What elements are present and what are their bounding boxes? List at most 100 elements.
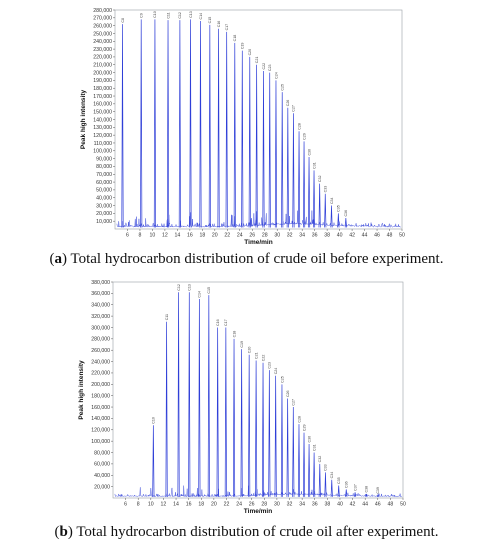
peak-label: C25 — [280, 376, 284, 383]
y-tick-label: 30,000 — [96, 203, 112, 209]
y-tick-label: 120,000 — [93, 133, 112, 139]
peak-line — [292, 407, 295, 497]
peak-line — [376, 494, 379, 497]
peak-line — [318, 183, 321, 228]
y-tick-label: 100,000 — [91, 439, 110, 445]
peak-label: C16 — [217, 21, 221, 28]
peak-line — [318, 463, 321, 497]
peak-label: C17 — [224, 319, 228, 326]
peak-label: C11 — [166, 12, 170, 18]
peak-line — [297, 424, 301, 497]
peak-line — [225, 31, 228, 228]
peak-line — [268, 370, 271, 497]
x-tick-label: 26 — [249, 233, 255, 239]
chart-panel-a: 10,000 20,000 30,000 40,000 50,000 60,000 70,0… — [0, 0, 493, 252]
peak-line — [292, 113, 295, 228]
x-axis-title: Time/min — [244, 508, 272, 515]
x-tick-label: 34 — [299, 233, 305, 239]
y-tick-label: 200,000 — [91, 382, 110, 388]
y-tick-label: 240,000 — [91, 359, 110, 365]
x-tick-label: 16 — [186, 502, 192, 508]
baseline-path — [114, 485, 402, 498]
y-tick-label: 140,000 — [93, 117, 112, 123]
y-tick-label: 230,000 — [93, 47, 112, 53]
peak-line — [233, 42, 236, 228]
y-tick-label: 240,000 — [93, 39, 112, 45]
x-tick-label: 46 — [375, 502, 381, 508]
peak-label: C30 — [307, 436, 311, 443]
x-tick-label: 30 — [274, 502, 280, 508]
peak-line — [199, 20, 202, 228]
y-tick-label: 90,000 — [96, 156, 112, 162]
peak-line — [189, 19, 192, 228]
x-tick-label: 14 — [173, 502, 179, 508]
peak-line — [140, 19, 143, 228]
peak-label: C35 — [337, 477, 341, 484]
y-tick-label: 380,000 — [91, 280, 110, 286]
peak-label: C33 — [324, 464, 328, 471]
x-tick-label: 28 — [262, 233, 268, 239]
x-tick-label: 48 — [388, 502, 394, 508]
x-tick-label: 8 — [139, 233, 142, 239]
peak-label: C38 — [365, 486, 369, 493]
y-tick-label: 100,000 — [93, 149, 112, 155]
peak-line — [303, 141, 306, 228]
x-tick-label: 6 — [126, 233, 129, 239]
caption-b-letter: b — [59, 524, 68, 540]
x-tick-label: 22 — [224, 502, 230, 508]
x-tick-label: 18 — [198, 502, 204, 508]
y-tick-label: 120,000 — [91, 428, 110, 434]
y-tick-label: 40,000 — [94, 473, 110, 479]
y-tick-label: 40,000 — [96, 196, 112, 202]
y-tick-label: 110,000 — [94, 141, 112, 147]
baseline-trace — [114, 485, 402, 498]
peak-label: C28 — [297, 416, 301, 423]
peak-label: C14 — [198, 291, 202, 298]
y-axis-title: Peak high intensity — [78, 360, 85, 420]
y-tick-label: 340,000 — [91, 303, 110, 309]
peak-label: C9 — [140, 13, 144, 18]
y-tick-label: 10,000 — [96, 219, 112, 225]
peak-line — [121, 24, 124, 228]
peak-label: C32 — [318, 456, 322, 463]
peak-line — [286, 107, 289, 228]
peak-line — [207, 295, 210, 497]
peak-line — [216, 327, 219, 497]
peak-line — [286, 398, 289, 497]
peak-label: C24 — [274, 72, 278, 79]
x-tick-label: 10 — [150, 233, 156, 239]
x-tick-label: 16 — [187, 233, 193, 239]
y-tick-label: 60,000 — [94, 462, 110, 468]
peak-label: C28 — [297, 123, 301, 130]
x-tick-label: 32 — [287, 233, 293, 239]
peak-line — [298, 131, 301, 228]
peak-label: C19 — [240, 341, 244, 348]
x-tick-label: 38 — [324, 502, 330, 508]
y-tick-label: 210,000 — [93, 63, 112, 69]
peak-line — [261, 362, 265, 497]
peak-line — [188, 292, 191, 497]
x-tick-label: 34 — [299, 502, 305, 508]
peak-line — [262, 71, 265, 228]
peak-label: C29 — [302, 425, 306, 432]
x-tick-label: 40 — [337, 233, 343, 239]
y-tick-label: 180,000 — [91, 393, 110, 399]
x-tick-label: 36 — [312, 502, 318, 508]
peak-line — [198, 299, 201, 497]
x-tick-label: 10 — [148, 502, 154, 508]
y-tick-label: 180,000 — [93, 86, 112, 92]
peak-line — [365, 493, 368, 497]
y-tick-label: 360,000 — [91, 291, 110, 297]
peak-line — [232, 338, 236, 497]
peak-line — [274, 375, 277, 497]
peak-line — [324, 472, 327, 497]
y-tick-label: 160,000 — [93, 102, 112, 108]
y-tick-label: 220,000 — [91, 371, 110, 377]
peak-label: C27 — [292, 399, 296, 406]
x-tick-label: 12 — [161, 502, 167, 508]
peak-label: C39 — [376, 487, 380, 494]
peak-label: C22 — [261, 355, 265, 362]
x-tick-label: 14 — [175, 233, 181, 239]
peak-label: C23 — [268, 64, 272, 71]
peak-line — [308, 443, 311, 497]
